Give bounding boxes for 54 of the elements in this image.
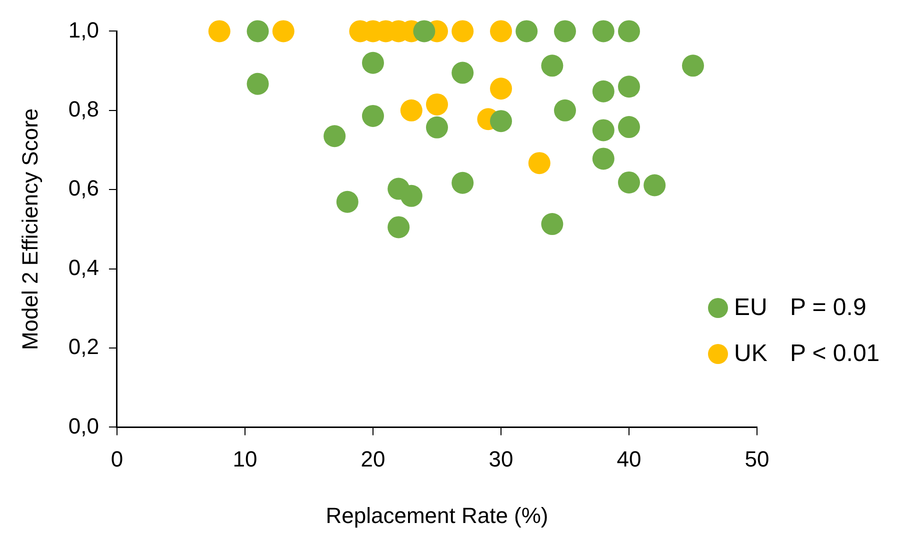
y-tick-label: 0,2 [68, 334, 99, 360]
point [362, 52, 384, 74]
point [400, 99, 422, 122]
text: P = 0.9 [790, 294, 866, 322]
point [541, 213, 564, 236]
point [452, 172, 474, 194]
y-tick-label: 0,6 [68, 176, 99, 201]
point [246, 20, 269, 42]
point [592, 80, 614, 102]
point [618, 116, 640, 138]
point [554, 20, 576, 42]
x-tick-label: 0 [110, 446, 124, 472]
point [336, 190, 358, 213]
point [452, 62, 474, 84]
x-tick-label: 40 [616, 446, 642, 472]
y-tick-label: 0,4 [68, 254, 99, 280]
point [618, 171, 640, 194]
point [554, 99, 576, 122]
point [272, 20, 294, 42]
point [426, 93, 448, 116]
legend-label: EU [734, 294, 768, 322]
point [400, 184, 422, 207]
point [618, 20, 640, 42]
legend-label: UK [734, 340, 768, 368]
point [324, 125, 346, 148]
x-tick-label: 30 [488, 446, 514, 472]
point [592, 148, 614, 170]
x-tick-label: 10 [232, 446, 258, 472]
y-axis-title: Model 2 Efficiency Score [17, 108, 42, 350]
point [541, 54, 564, 77]
point [618, 76, 640, 98]
text: P < 0.01 [790, 340, 880, 368]
point [452, 20, 474, 42]
x-tick-label: 50 [744, 446, 770, 472]
point [644, 174, 666, 196]
point [592, 20, 614, 42]
x-axis-title: Replacement Rate (%) [326, 502, 548, 528]
point [208, 20, 230, 42]
point [362, 104, 384, 127]
point [592, 119, 614, 142]
point [682, 54, 704, 77]
point [388, 216, 410, 238]
point [246, 72, 269, 95]
point [413, 20, 436, 42]
point [426, 116, 448, 138]
y-tick-label: 0,8 [68, 96, 99, 122]
point [528, 152, 550, 174]
point [490, 20, 512, 42]
y-tick-label: 0,0 [68, 413, 99, 438]
x-tick-label: 20 [360, 446, 386, 472]
point [490, 110, 512, 132]
y-tick-label: 1,0 [68, 17, 99, 42]
point [516, 20, 538, 42]
point [490, 78, 512, 100]
